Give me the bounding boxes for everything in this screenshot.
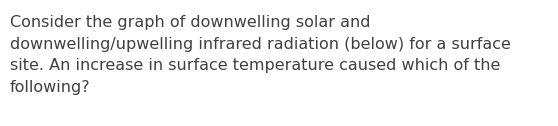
- Text: Consider the graph of downwelling solar and
downwelling/upwelling infrared radia: Consider the graph of downwelling solar …: [10, 15, 511, 95]
